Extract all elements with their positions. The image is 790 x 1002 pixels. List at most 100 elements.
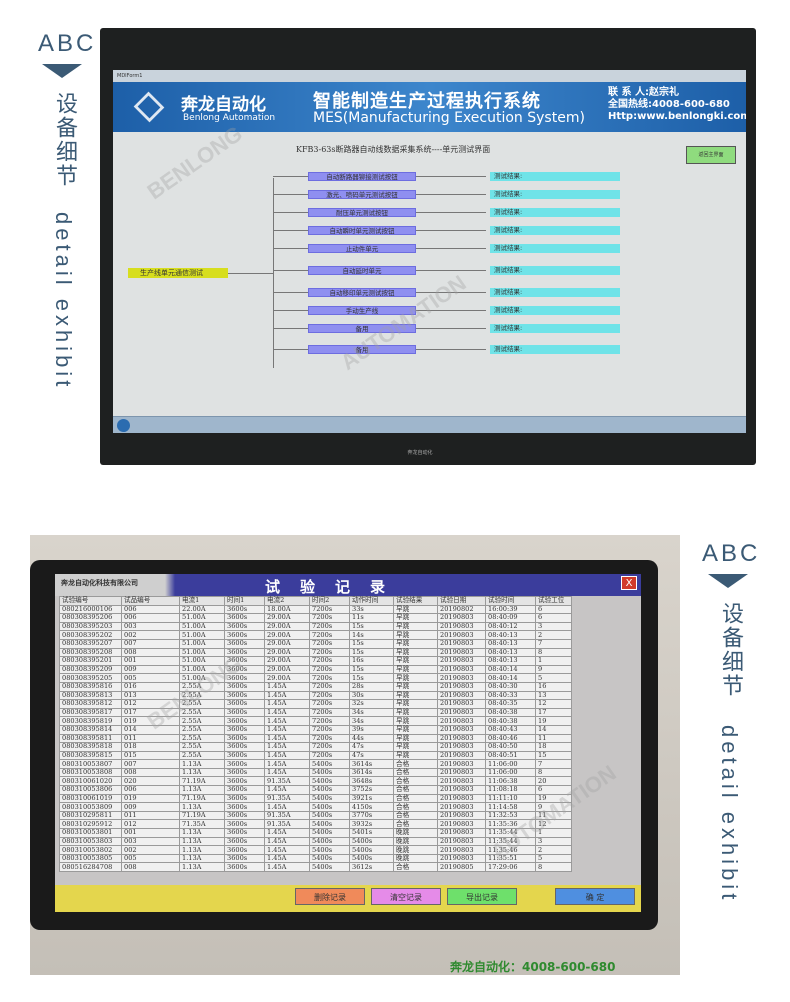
table-row[interactable]: 080308395207 007 51.00A 3600s 29.00A 7200s 15s…	[59, 638, 572, 649]
back-to-main-button[interactable]: 返回主界面	[686, 146, 736, 164]
table-cell: 3600s	[224, 862, 265, 872]
table-row[interactable]: 080308395208 008 51.00A 3600s 29.00A 7200s 15s…	[59, 647, 572, 658]
table-row[interactable]: 080308395202 002 51.00A 3600s 29.00A 7200s 14s…	[59, 630, 572, 640]
table-cell: 11:35:36	[485, 819, 536, 830]
unit-test-button[interactable]: 自动断路器铆接测试按钮	[308, 172, 416, 181]
table-cell: 51.00A	[179, 664, 225, 675]
export-record-button[interactable]: 导出记录	[447, 888, 517, 905]
table-cell: 17	[535, 707, 572, 718]
table-row[interactable]: 080516284708 008 1.13A 3600s 1.45A 5400s 3612s…	[59, 862, 572, 872]
table-cell: 20190803	[437, 707, 486, 718]
table-cell: 2.55A	[179, 750, 225, 761]
table-cell: 7200s	[309, 707, 350, 718]
table-cell: 008	[121, 767, 180, 778]
unit-test-button[interactable]: 激光、喷码单元测试按钮	[308, 190, 416, 199]
table-cell: 合格	[393, 862, 438, 872]
table-cell: 1.45A	[264, 767, 310, 778]
ok-button[interactable]: 确 定	[555, 888, 635, 905]
table-row[interactable]: 080310061019 019 71.19A 3600s 91.35A 5400s 392…	[59, 793, 572, 804]
table-cell: 1.45A	[264, 828, 310, 838]
table-row[interactable]: 080308395812 012 2.55A 3600s 1.45A 7200s 32s 早跳…	[59, 699, 572, 709]
table-cell: 51.00A	[179, 630, 225, 640]
table-row[interactable]: 080310053806 006 1.13A 3600s 1.45A 5400s 3752s…	[59, 785, 572, 795]
abc-label: ABC	[38, 30, 97, 57]
table-row[interactable]: 080216000106 006 22.00A 3600s 18.00A 7200s 33s…	[59, 604, 572, 615]
table-cell: 3600s	[224, 664, 265, 675]
table-row[interactable]: 080310053803 003 1.13A 3600s 1.45A 5400s 5400s…	[59, 836, 572, 847]
unit-test-screen: MDIForm1 奔龙自动化 Benlong Automation 智能制造生产…	[113, 70, 746, 433]
table-cell: 7	[535, 638, 572, 649]
table-cell: 1.45A	[264, 750, 310, 761]
column-header[interactable]: 电流1	[179, 596, 225, 606]
column-header[interactable]: 时间2	[309, 596, 350, 606]
table-row[interactable]: 080308395818 018 2.55A 3600s 1.45A 7200s 47s 早跳…	[59, 742, 572, 752]
column-header[interactable]: 试验编号	[59, 596, 122, 606]
table-cell: 20190803	[437, 681, 486, 692]
table-cell: 016	[121, 681, 180, 692]
table-row[interactable]: 080308395201 001 51.00A 3600s 29.00A 7200s 16s…	[59, 656, 572, 666]
table-cell: 3600s	[224, 647, 265, 658]
table-row[interactable]: 080308395209 009 51.00A 3600s 29.00A 7200s 15s…	[59, 664, 572, 675]
table-cell: 7200s	[309, 664, 350, 675]
column-header[interactable]: 试品编号	[121, 596, 180, 606]
table-cell: 019	[121, 716, 180, 726]
table-row[interactable]: 080310053802 002 1.13A 3600s 1.45A 5400s 5400s…	[59, 845, 572, 855]
table-cell: 018	[121, 742, 180, 752]
unit-test-button[interactable]: 止动件单元	[308, 244, 416, 253]
table-cell: 007	[121, 759, 180, 769]
table-row[interactable]: 080310053807 007 1.13A 3600s 1.45A 5400s 3614s…	[59, 759, 572, 769]
column-header[interactable]: 试验结果	[393, 596, 438, 606]
column-header[interactable]: 时间1	[224, 596, 265, 606]
table-cell: 6	[535, 785, 572, 795]
table-cell: 早跳	[393, 656, 438, 666]
column-header[interactable]: 动作时间	[349, 596, 394, 606]
table-cell: 013	[121, 690, 180, 701]
column-header[interactable]: 试验时间	[485, 596, 536, 606]
unit-test-button[interactable]: 自动延时单元	[308, 266, 416, 275]
table-cell: 8	[535, 767, 572, 778]
column-header[interactable]: 电流2	[264, 596, 310, 606]
table-cell: 早跳	[393, 664, 438, 675]
table-row[interactable]: 080310295912 012 71.35A 3600s 91.35A 5400s 393…	[59, 819, 572, 830]
table-row[interactable]: 080310053805 005 1.13A 3600s 1.45A 5400s 5400s…	[59, 853, 572, 864]
column-header[interactable]: 试验日期	[437, 596, 486, 606]
table-row[interactable]: 080310061020 020 71.19A 3600s 91.35A 5400s 364…	[59, 776, 572, 787]
label-cn: 设备细节	[52, 92, 77, 188]
table-cell: 3932s	[349, 819, 394, 830]
unit-test-button[interactable]: 手动生产线	[308, 306, 416, 315]
table-cell: 早跳	[393, 724, 438, 735]
table-row[interactable]: 080308395814 014 2.55A 3600s 1.45A 7200s 39s 早跳…	[59, 724, 572, 735]
table-row[interactable]: 080308395205 005 51.00A 3600s 29.00A 7200s 15s…	[59, 673, 572, 683]
unit-test-button[interactable]: 备用	[308, 324, 416, 333]
table-row[interactable]: 080308395206 006 51.00A 3600s 29.00A 7200s 11s…	[59, 613, 572, 623]
table-cell: 91.35A	[264, 793, 310, 804]
website: Http:www.benlongki.com	[608, 111, 746, 122]
column-header[interactable]: 试验工位	[535, 596, 572, 606]
unit-test-button[interactable]: 耐压单元测试按钮	[308, 208, 416, 217]
table-row[interactable]: 080308395819 019 2.55A 3600s 1.45A 7200s 34s 早跳…	[59, 716, 572, 726]
unit-test-button[interactable]: 自动移印单元测试按钮	[308, 288, 416, 297]
table-row[interactable]: 080308395816 016 2.55A 3600s 1.45A 7200s 28s 早跳…	[59, 681, 572, 692]
table-row[interactable]: 080310053801 001 1.13A 3600s 1.45A 5400s 5401s…	[59, 828, 572, 838]
delete-record-button[interactable]: 删除记录	[295, 888, 365, 905]
close-button[interactable]: X	[621, 576, 637, 590]
table-row[interactable]: 080308395817 017 2.55A 3600s 1.45A 7200s 34s 早跳…	[59, 707, 572, 718]
unit-test-button[interactable]: 自动瞬时单元测试按钮	[308, 226, 416, 235]
table-row[interactable]: 080310295811 011 71.19A 3600s 91.35A 5400s 377…	[59, 810, 572, 821]
table-row[interactable]: 080308395203 003 51.00A 3600s 29.00A 7200s 15s…	[59, 621, 572, 632]
table-row[interactable]: 080310053808 008 1.13A 3600s 1.45A 5400s 3614s…	[59, 767, 572, 778]
table-cell: 1	[535, 828, 572, 838]
table-cell: 5400s	[309, 785, 350, 795]
table-cell: 20190803	[437, 673, 486, 683]
table-row[interactable]: 080310053809 009 1.13A 3600s 1.45A 5400s 4150s…	[59, 802, 572, 812]
unit-test-button[interactable]: 备用	[308, 345, 416, 354]
table-cell: 080310053809	[59, 802, 122, 812]
table-row[interactable]: 080308395811 011 2.55A 3600s 1.45A 7200s 44s 早跳…	[59, 733, 572, 744]
table-row[interactable]: 080308395815 015 2.55A 3600s 1.45A 7200s 47s 早跳…	[59, 750, 572, 761]
table-cell: 080310061019	[59, 793, 122, 804]
start-button[interactable]	[117, 419, 130, 432]
clear-record-button[interactable]: 清空记录	[371, 888, 441, 905]
table-cell: 33s	[349, 604, 394, 615]
table-cell: 22.00A	[179, 604, 225, 615]
table-row[interactable]: 080308395813 013 2.55A 3600s 1.45A 7200s 30s 早跳…	[59, 690, 572, 701]
